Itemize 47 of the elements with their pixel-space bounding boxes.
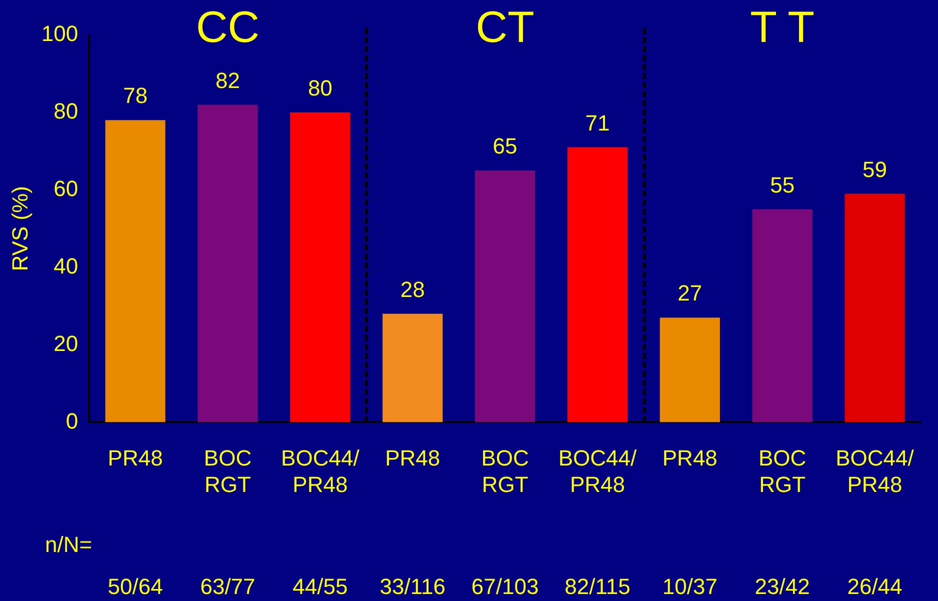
y-tick-label: 80 <box>54 98 78 124</box>
data-label: 27 <box>678 280 702 306</box>
x-tick-label: BOC44/ PR48 <box>558 445 638 497</box>
y-tick-label: 0 <box>66 408 78 434</box>
x-tick-label: PR48 <box>385 445 440 470</box>
annotation: CC <box>196 3 260 52</box>
bar <box>382 314 443 422</box>
data-label: 28 <box>400 276 425 302</box>
bar <box>752 209 812 422</box>
text: 50/64 <box>108 574 163 599</box>
bar <box>290 112 350 422</box>
text: 44/55 <box>292 574 348 599</box>
x-tick-label: BOC RGT <box>758 445 806 497</box>
x-tick-label: BOC RGT <box>481 445 529 497</box>
y-tick-label: 100 <box>41 21 78 46</box>
bar <box>844 194 905 422</box>
bar <box>567 147 628 422</box>
text: 26/44 <box>847 574 902 599</box>
y-tick-label: 20 <box>54 330 78 356</box>
x-tick-label: BOC44/ PR48 <box>836 445 915 497</box>
y-tick-label: 40 <box>54 253 78 278</box>
text: n/N= <box>45 532 92 557</box>
text: 82/115 <box>564 574 630 599</box>
text: 33/116 <box>380 574 446 599</box>
x-tick-label: BOC44/ PR48 <box>281 445 360 497</box>
data-label: 59 <box>862 156 888 182</box>
y-tick-label: 60 <box>54 176 78 201</box>
text: 23/42 <box>754 574 810 599</box>
annotation: T T <box>750 3 815 52</box>
text: 63/77 <box>200 574 256 599</box>
text: 10/37 <box>662 574 718 599</box>
bar <box>475 170 536 422</box>
data-label: 55 <box>770 172 795 198</box>
data-label: 65 <box>492 134 518 159</box>
text: 67/103 <box>471 574 539 599</box>
x-tick-label: PR48 <box>662 445 718 470</box>
bar <box>660 318 720 422</box>
y-axis-title: RVS (%) <box>7 186 32 272</box>
data-label: 82 <box>216 68 240 93</box>
data-label: 78 <box>123 83 148 108</box>
x-tick-label: PR48 <box>108 445 163 470</box>
x-tick-label: BOC RGT <box>204 445 252 497</box>
data-label: 80 <box>308 76 332 101</box>
bar <box>105 120 166 422</box>
annotation: CT <box>476 3 534 52</box>
bar <box>198 104 258 422</box>
data-label: 71 <box>585 110 610 136</box>
